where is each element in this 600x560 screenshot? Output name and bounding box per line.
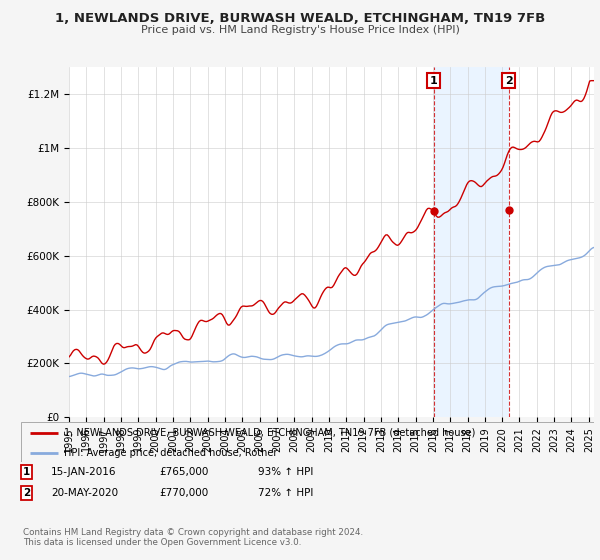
Text: £770,000: £770,000 bbox=[159, 488, 208, 498]
Text: 93% ↑ HPI: 93% ↑ HPI bbox=[258, 467, 313, 477]
Text: £765,000: £765,000 bbox=[159, 467, 208, 477]
Text: 1, NEWLANDS DRIVE, BURWASH WEALD, ETCHINGHAM, TN19 7FB (detached house): 1, NEWLANDS DRIVE, BURWASH WEALD, ETCHIN… bbox=[64, 428, 475, 438]
Bar bbox=[434, 67, 509, 417]
Text: 20-MAY-2020: 20-MAY-2020 bbox=[51, 488, 118, 498]
Text: 1: 1 bbox=[430, 76, 437, 86]
Text: 1: 1 bbox=[23, 467, 30, 477]
Text: 2: 2 bbox=[505, 76, 512, 86]
Text: 1, NEWLANDS DRIVE, BURWASH WEALD, ETCHINGHAM, TN19 7FB: 1, NEWLANDS DRIVE, BURWASH WEALD, ETCHIN… bbox=[55, 12, 545, 25]
Text: 72% ↑ HPI: 72% ↑ HPI bbox=[258, 488, 313, 498]
Text: 2: 2 bbox=[23, 488, 30, 498]
Text: Contains HM Land Registry data © Crown copyright and database right 2024.
This d: Contains HM Land Registry data © Crown c… bbox=[23, 528, 363, 547]
Text: 15-JAN-2016: 15-JAN-2016 bbox=[51, 467, 116, 477]
Text: HPI: Average price, detached house, Rother: HPI: Average price, detached house, Roth… bbox=[64, 448, 277, 458]
Text: Price paid vs. HM Land Registry's House Price Index (HPI): Price paid vs. HM Land Registry's House … bbox=[140, 25, 460, 35]
